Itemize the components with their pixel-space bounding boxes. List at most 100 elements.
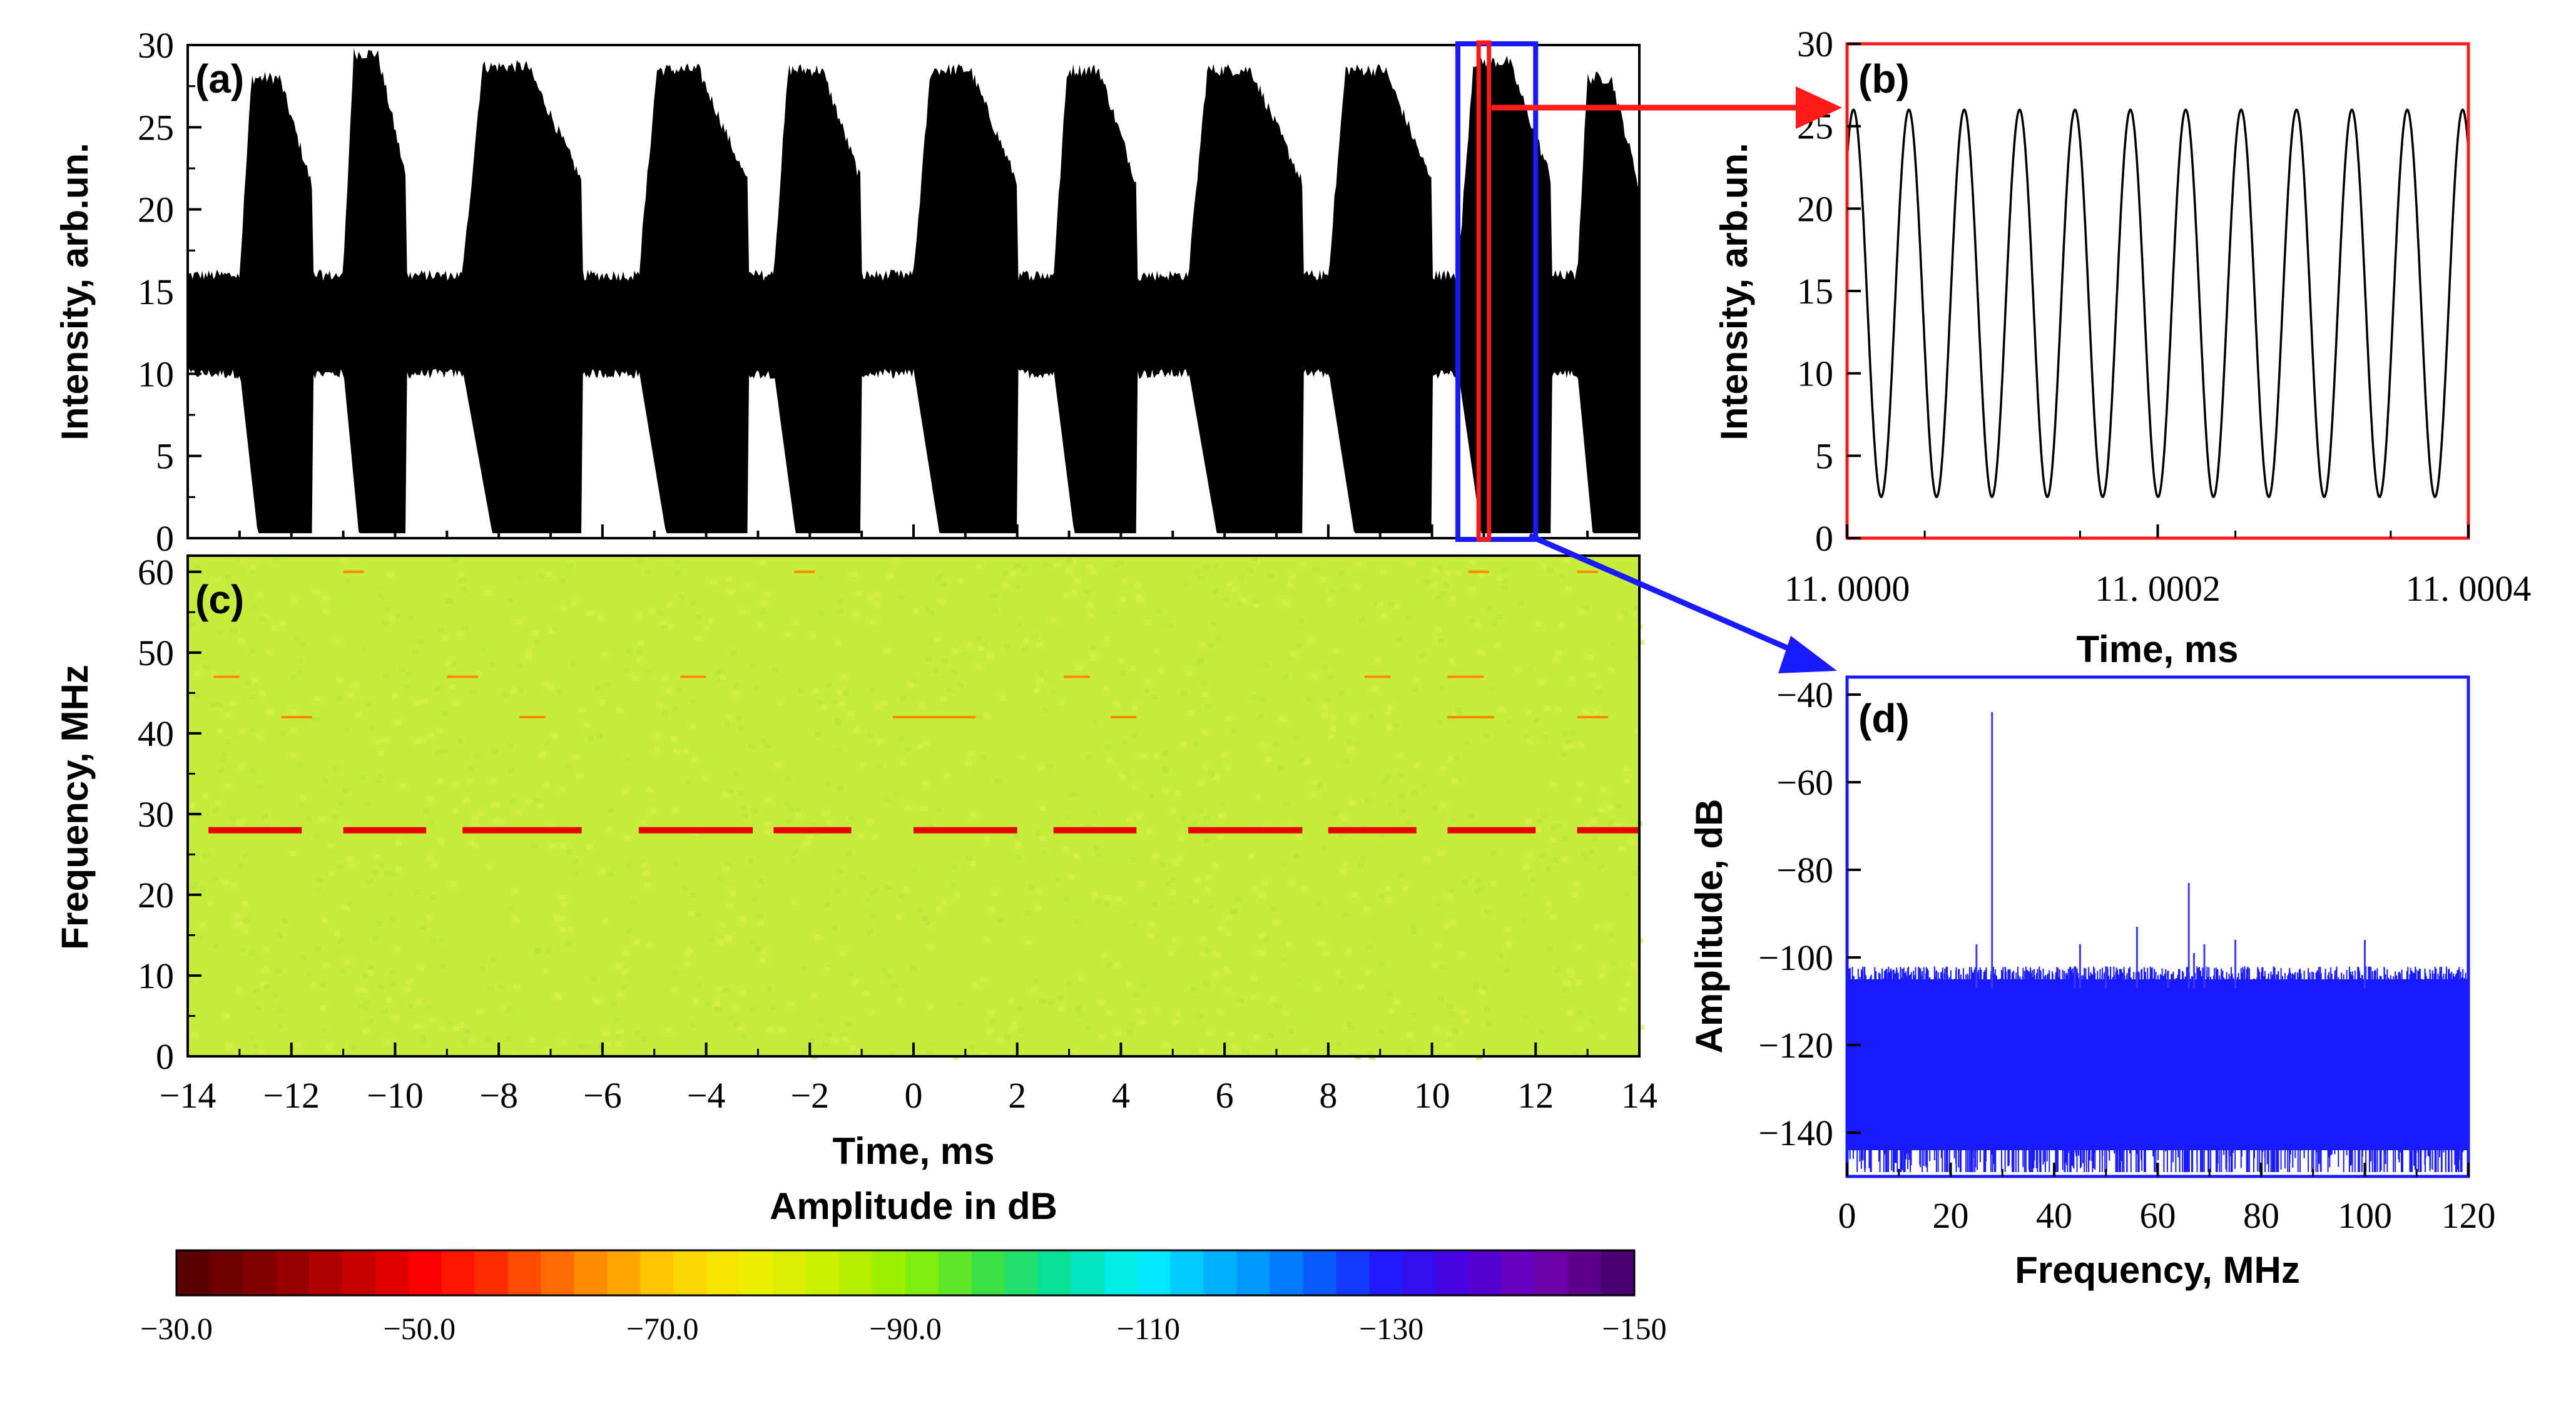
colorbar-cell (507, 1250, 542, 1295)
panel-c-speckle (1448, 756, 1455, 762)
panel-c-speckle (623, 668, 630, 673)
panel-c-speckle (1145, 619, 1151, 625)
panel-c-speckle (1328, 675, 1335, 680)
panel-c-speckle (624, 835, 631, 841)
panel-c-speckle (198, 981, 205, 986)
panel-c-speckle (224, 1014, 231, 1019)
panel-c-speckle (405, 672, 412, 678)
panel-c-speckle (559, 894, 566, 900)
panel-c-speckle (395, 720, 402, 725)
panel-c-speckle (835, 640, 841, 646)
panel-c-speckle (1283, 1011, 1290, 1016)
panel-c-speckle (1575, 797, 1582, 802)
panel-c-speckle (1136, 813, 1143, 819)
panel-c-speckle (258, 1049, 265, 1054)
panel-c-speckle (733, 1021, 740, 1027)
panel-c-speckle (1504, 927, 1511, 932)
panel-c-speckle (1154, 1006, 1161, 1012)
panel-c-speckle (992, 607, 999, 613)
panel-c-speckle (290, 598, 297, 603)
panel-c-speckle (1149, 922, 1155, 927)
panel-c-speckle (243, 918, 250, 924)
panel-c-speckle (262, 814, 268, 820)
panel-c-speckle (546, 572, 552, 577)
panel-c-speckle (257, 784, 263, 790)
panel-c-speckle (732, 1005, 739, 1011)
panel-c-speckle (602, 1031, 609, 1036)
panel-c-speckle (1173, 859, 1179, 865)
panel-c-speckle (196, 936, 203, 942)
panel-c-speckle (378, 862, 385, 867)
panel-c-speckle (461, 1039, 468, 1044)
panel-c-speckle (1353, 740, 1360, 746)
panel-d-y-tick-label: −80 (1776, 850, 1833, 890)
panel-c-main-line (462, 827, 582, 834)
panel-c-speckle (636, 613, 643, 619)
panel-c-speckle (934, 576, 941, 582)
panel-c-speckle (778, 1028, 785, 1033)
panel-c-speckle (571, 870, 578, 876)
panel-c-speckle (239, 729, 246, 735)
panel-c-speckle (569, 661, 576, 666)
panel-c-speckle (1563, 558, 1570, 564)
panel-c-speckle (362, 973, 369, 979)
panel-c-speckle (840, 951, 847, 956)
panel-c-speckle (452, 808, 459, 814)
panel-c-speckle (334, 638, 341, 644)
panel-c-speckle (249, 951, 256, 956)
panel-c-speckle (1179, 815, 1186, 821)
panel-c-speckle (1286, 942, 1293, 947)
panel-c-speckle (724, 721, 730, 727)
panel-c-speckle (1346, 1022, 1353, 1027)
panel-c-speckle (608, 872, 614, 877)
panel-c-speckle (227, 592, 234, 598)
panel-c-speckle (1544, 706, 1551, 711)
panel-c-speckle (1534, 718, 1540, 723)
panel-c-speckle (463, 798, 470, 803)
colorbar-cell (1402, 1250, 1436, 1295)
colorbar-cell (1435, 1250, 1469, 1295)
panel-c-speckle (1273, 742, 1280, 747)
panel-c-speckle (250, 768, 257, 774)
panel-c-speckle (1610, 641, 1616, 647)
panel-c-speckle (1197, 1013, 1204, 1019)
panel-c-speckle (815, 934, 822, 940)
panel-c-y-tick-label: 50 (138, 633, 174, 673)
panel-c-speckle (1204, 704, 1211, 710)
panel-c-speckle (1250, 694, 1257, 700)
panel-c-speckle (426, 915, 433, 921)
panel-c-speckle (763, 828, 770, 834)
panel-c-speckle (438, 839, 445, 845)
panel-c-speckle (898, 594, 905, 599)
panel-c-speckle (1131, 733, 1138, 738)
panel-c-speckle (300, 641, 307, 647)
panel-c-speckle (1320, 845, 1327, 851)
panel-c-speckle (475, 671, 482, 676)
panel-c-speckle (815, 732, 822, 737)
panel-c-speckle (662, 710, 669, 716)
panel-c-speckle (372, 936, 379, 941)
panel-c-speckle (910, 867, 917, 873)
panel-c-speckle (1203, 564, 1210, 569)
panel-c-speckle (390, 981, 397, 986)
panel-c-speckle (1378, 961, 1385, 967)
panel-c-speckle (1456, 776, 1463, 782)
panel-c-speckle (368, 964, 375, 970)
panel-c-speckle (1440, 766, 1447, 772)
panel-c-speckle (923, 740, 929, 746)
panel-c-speckle (1112, 562, 1119, 568)
panel-c-speckle (282, 918, 288, 924)
panel-c-speckle (1014, 842, 1021, 847)
panel-c-speckle (950, 883, 957, 888)
panel-c-speckle (1193, 569, 1200, 575)
panel-c-speckle (1179, 835, 1186, 841)
panel-c-speckle (939, 572, 945, 578)
panel-c-speckle (1136, 594, 1143, 599)
panel-c-speckle (415, 999, 422, 1004)
panel-c-speckle (927, 823, 934, 829)
panel-c-speckle (1140, 983, 1147, 989)
panel-c-speckle (1223, 597, 1230, 603)
panel-c-speckle (939, 599, 945, 604)
panel-c-speckle (1092, 720, 1099, 725)
panel-c-speckle (885, 974, 892, 979)
